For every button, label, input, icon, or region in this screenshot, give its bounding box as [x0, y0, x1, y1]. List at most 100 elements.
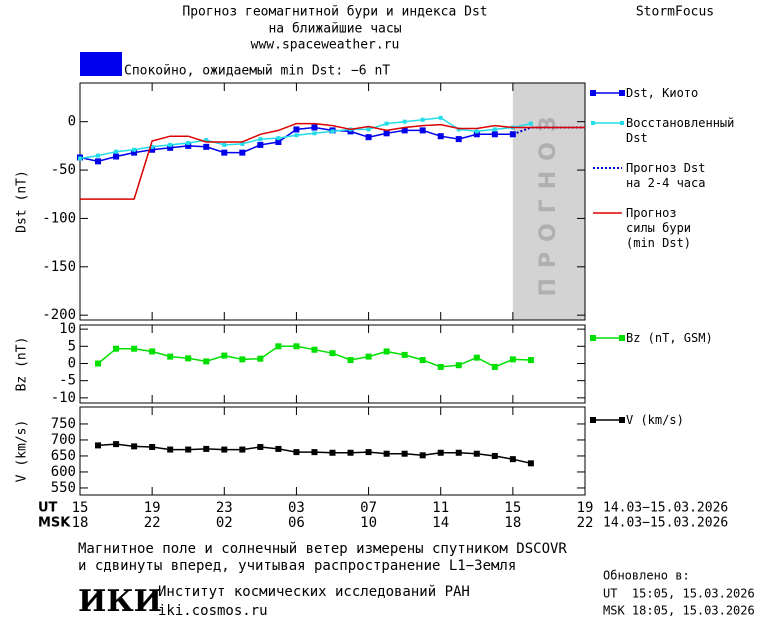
y-tick-label: -10 — [51, 390, 76, 406]
data-point — [240, 141, 245, 146]
data-point — [114, 149, 119, 154]
y-tick-label: -100 — [42, 210, 76, 226]
x-tick-label-msk: 18 — [72, 515, 89, 531]
data-point — [275, 139, 282, 146]
y-tick-label: 600 — [51, 464, 76, 480]
legend-marker — [619, 417, 625, 423]
data-point — [221, 352, 228, 359]
data-point — [527, 460, 534, 467]
updated-msk: MSK 18:05, 15.03.2026 — [603, 604, 755, 618]
data-point — [402, 119, 407, 124]
x-tick-label: 15 — [504, 500, 521, 516]
data-point — [132, 147, 137, 152]
data-point — [438, 115, 443, 120]
legend-marker — [590, 417, 596, 423]
data-point — [78, 156, 82, 161]
data-point — [384, 121, 389, 126]
data-point — [420, 117, 425, 122]
data-point — [131, 345, 138, 352]
data-point — [257, 355, 264, 362]
data-point — [293, 449, 300, 456]
data-point — [311, 124, 318, 131]
status: Спокойно, ожидаемый min Dst: −6 nT — [124, 64, 390, 79]
data-point — [185, 142, 192, 149]
data-point — [275, 343, 282, 350]
data-point — [492, 127, 497, 132]
y-tick-label: -50 — [51, 162, 76, 178]
y-tick-label: 650 — [51, 448, 76, 464]
subtitle: на ближайшие часы — [268, 22, 401, 37]
data-point — [383, 348, 390, 355]
data-point — [167, 144, 174, 151]
x-label-msk: MSK — [38, 516, 71, 531]
data-point — [455, 136, 462, 143]
data-point — [528, 121, 533, 126]
legend-label: Прогноз силы бури (min Dst) — [626, 206, 691, 250]
legend-label: Восстановленный Dst — [626, 116, 734, 145]
data-point — [365, 449, 372, 456]
range-msk: 14.03−15.03.2026 — [603, 516, 728, 531]
legend-marker — [590, 335, 596, 341]
data-point — [131, 443, 138, 450]
legend-marker — [619, 335, 625, 341]
data-point — [473, 354, 480, 361]
y-tick-label: -150 — [42, 259, 76, 275]
data-point — [329, 449, 336, 456]
data-point — [329, 350, 336, 357]
x-tick-label: 11 — [432, 500, 449, 516]
data-point — [203, 445, 210, 452]
data-point — [383, 130, 390, 137]
legend-marker — [619, 90, 625, 96]
y-tick-label: 700 — [51, 432, 76, 448]
data-point — [365, 353, 372, 360]
x-tick-label-msk: 06 — [288, 515, 305, 531]
logo: ИКИ — [78, 584, 162, 619]
legend-label: Прогноз Dst на 2-4 часа — [626, 161, 705, 190]
data-point — [95, 360, 102, 367]
legend-marker — [591, 121, 595, 125]
data-point — [294, 133, 299, 138]
plot-frame — [79, 324, 586, 404]
data-point — [186, 140, 191, 145]
series-line — [79, 126, 513, 163]
data-point — [95, 442, 102, 449]
data-point — [455, 362, 462, 369]
data-point — [258, 137, 263, 142]
data-point — [365, 134, 372, 141]
x-tick-label: 23 — [216, 500, 233, 516]
data-point — [167, 353, 174, 360]
y-axis-label: V (km/s) — [15, 420, 30, 483]
data-point — [222, 142, 227, 147]
x-tick-label: 07 — [360, 500, 377, 516]
updated-ut: UT 15:05, 15.03.2026 — [603, 587, 755, 601]
data-point — [167, 446, 174, 453]
status-indicator — [80, 52, 122, 76]
x-tick-label: 03 — [288, 500, 305, 516]
legend-marker — [590, 90, 596, 96]
data-point — [131, 149, 138, 156]
data-point — [293, 343, 300, 350]
data-point — [257, 444, 264, 450]
data-point — [149, 348, 156, 355]
updated-title: Обновлено в: — [603, 569, 690, 583]
y-axis-label: Bz (nT) — [15, 337, 30, 392]
data-point — [473, 131, 480, 138]
data-point — [473, 450, 480, 457]
data-point — [419, 357, 426, 364]
data-point — [149, 146, 156, 153]
data-point — [366, 127, 371, 132]
data-point — [509, 356, 516, 363]
data-point — [113, 441, 120, 448]
institute: Институт космических исследований РАН — [158, 584, 470, 600]
data-point — [456, 127, 461, 132]
series-line — [80, 122, 585, 200]
data-point — [185, 446, 192, 453]
data-point — [474, 129, 479, 134]
data-point — [168, 142, 173, 147]
data-point — [401, 450, 408, 457]
y-tick-label: -5 — [59, 373, 76, 389]
data-point — [509, 456, 516, 463]
x-tick-label: 19 — [577, 500, 594, 516]
data-point — [401, 351, 408, 358]
y-tick-label: 0 — [68, 114, 76, 130]
